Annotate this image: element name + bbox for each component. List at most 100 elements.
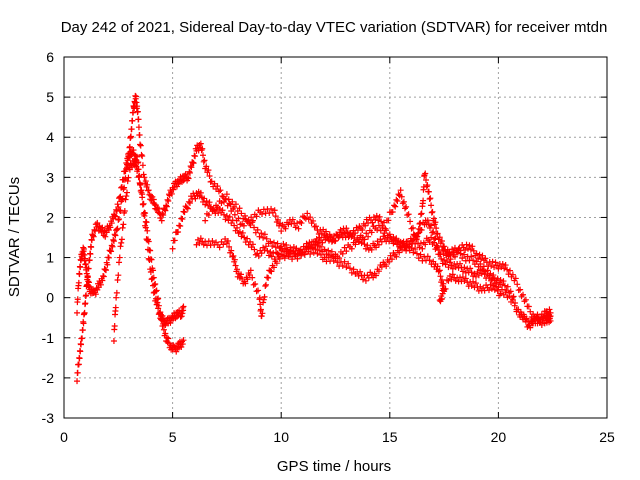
data-point (261, 247, 268, 254)
data-point (165, 335, 172, 342)
y-tick-label: 1 (46, 250, 54, 266)
data-point (179, 310, 186, 317)
data-point (487, 281, 494, 288)
data-point (488, 262, 495, 269)
x-tick-label: 20 (491, 429, 507, 445)
data-point (280, 247, 287, 254)
y-axis-label: SDTVAR / TECUs (6, 177, 23, 297)
data-point (289, 256, 296, 263)
data-point (81, 255, 88, 262)
series-track-b (74, 147, 187, 385)
data-point (395, 191, 402, 198)
data-point (489, 258, 496, 265)
data-point (124, 178, 131, 185)
y-tick-label: -3 (42, 410, 55, 426)
data-point (336, 255, 343, 262)
data-point (197, 235, 204, 242)
data-point (343, 264, 350, 271)
data-point (423, 183, 430, 190)
y-tick-label: 5 (46, 89, 54, 105)
data-point (190, 160, 197, 167)
data-point (260, 299, 267, 306)
data-point (112, 232, 119, 239)
data-point (378, 218, 385, 225)
data-point (362, 245, 369, 252)
data-point (80, 245, 87, 252)
data-point (177, 313, 184, 320)
data-point (77, 348, 84, 355)
data-point (99, 277, 106, 284)
data-point (146, 256, 153, 263)
x-tick-label: 0 (60, 429, 68, 445)
data-point (136, 174, 143, 181)
data-point (525, 303, 532, 310)
data-point (199, 145, 206, 152)
data-point (97, 281, 104, 288)
data-point (339, 262, 346, 269)
data-point (265, 274, 272, 281)
data-point (312, 246, 319, 253)
data-point (359, 227, 366, 234)
data-point (267, 238, 274, 245)
data-point (295, 225, 302, 232)
data-point (408, 244, 415, 251)
data-point (469, 243, 476, 250)
y-tick-label: 4 (46, 129, 54, 145)
data-point (521, 298, 528, 305)
data-point (428, 209, 435, 216)
data-point (102, 267, 109, 274)
data-point (527, 324, 534, 331)
data-point (328, 248, 335, 255)
data-point (218, 200, 225, 207)
data-point (415, 230, 422, 237)
data-point (364, 242, 371, 249)
data-point (258, 230, 265, 237)
data-point (180, 303, 187, 310)
data-point (118, 184, 125, 191)
data-point (160, 212, 167, 219)
data-point (457, 260, 464, 267)
data-point (512, 300, 519, 307)
data-point (547, 317, 554, 324)
data-point (363, 230, 370, 237)
data-point (346, 265, 353, 272)
data-point (214, 204, 221, 211)
data-point (151, 281, 158, 288)
data-point (202, 217, 209, 224)
data-point (385, 217, 392, 224)
data-point (263, 235, 270, 242)
data-point (109, 243, 116, 250)
data-point (163, 203, 170, 210)
data-point (110, 238, 117, 245)
data-point (259, 210, 266, 217)
data-point (115, 204, 122, 211)
data-point (219, 193, 226, 200)
data-point (84, 273, 91, 280)
data-point (323, 251, 330, 258)
data-point (164, 196, 171, 203)
data-point (501, 282, 508, 289)
data-point (494, 287, 501, 294)
data-point (365, 233, 372, 240)
y-tick-label: 3 (46, 169, 54, 185)
data-point (374, 227, 381, 234)
data-point (268, 205, 275, 212)
data-point (362, 222, 369, 229)
data-point (418, 210, 425, 217)
data-point (428, 222, 435, 229)
data-point (477, 260, 484, 267)
data-point (356, 238, 363, 245)
data-point (182, 171, 189, 178)
data-point (117, 243, 124, 250)
data-point (114, 277, 121, 284)
data-point (100, 273, 107, 280)
data-point (256, 233, 263, 240)
data-point (376, 213, 383, 220)
data-point (108, 242, 115, 249)
data-point (163, 202, 170, 209)
y-tick-label: -1 (42, 330, 55, 346)
data-point (254, 226, 261, 233)
data-point (229, 217, 236, 224)
data-point (184, 205, 191, 212)
